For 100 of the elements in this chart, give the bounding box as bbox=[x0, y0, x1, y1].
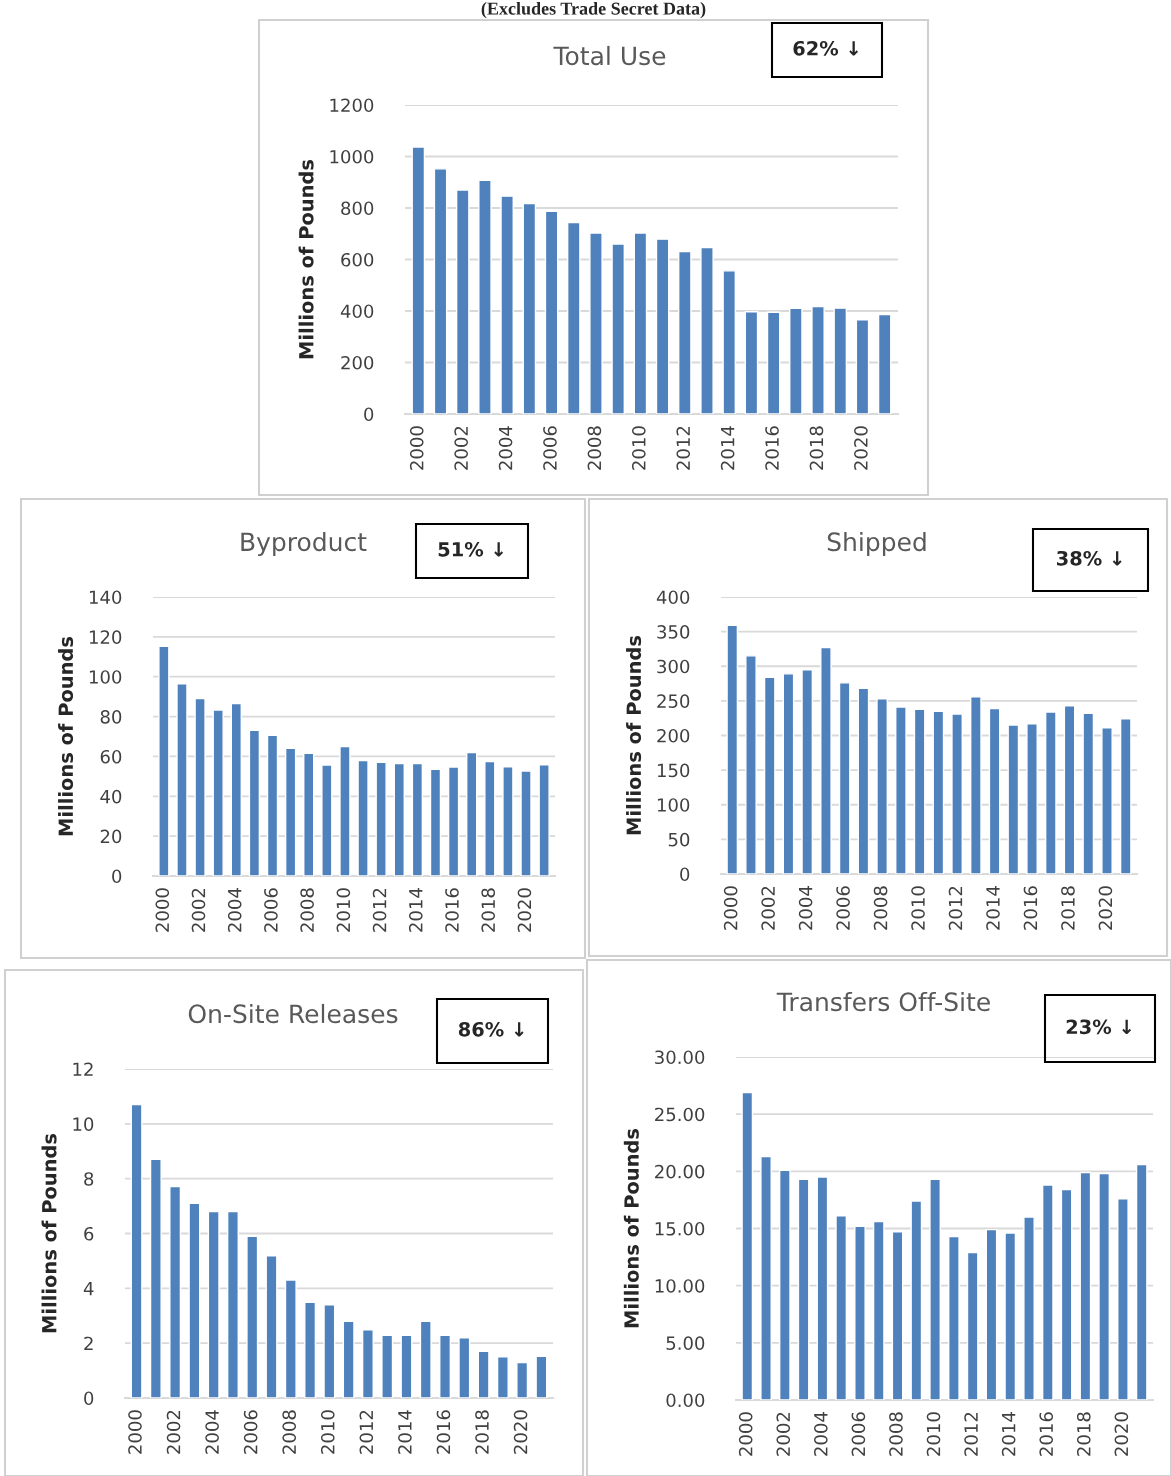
text: 51% ↓ bbox=[438, 541, 504, 557]
y-tick-label: 0 bbox=[112, 869, 122, 884]
bar bbox=[700, 246, 714, 414]
x-tick-label: 2014 bbox=[1001, 1412, 1016, 1456]
y-tick-label: 120 bbox=[89, 630, 122, 644]
bar bbox=[782, 673, 795, 874]
bar bbox=[932, 710, 945, 874]
x-tick-label: 2016 bbox=[765, 426, 779, 470]
bar bbox=[429, 768, 442, 876]
bar bbox=[176, 682, 188, 876]
bar bbox=[400, 1334, 413, 1398]
y-tick-label: 5.00 bbox=[666, 1336, 705, 1350]
bar bbox=[477, 1350, 490, 1398]
bar bbox=[230, 702, 242, 876]
bar bbox=[207, 1210, 220, 1398]
bar bbox=[633, 232, 648, 414]
bar bbox=[194, 697, 206, 876]
y-tick-label: 10.00 bbox=[655, 1279, 705, 1293]
bar bbox=[357, 759, 369, 876]
y-tick-label: 8 bbox=[84, 1172, 94, 1186]
x-tick-label: 2000 bbox=[155, 888, 170, 932]
bar bbox=[1135, 1163, 1148, 1400]
y-tick-label: 50 bbox=[668, 832, 690, 847]
bar bbox=[169, 1185, 182, 1398]
x-tick-label: 2018 bbox=[475, 1410, 489, 1454]
y-tick-label: 1200 bbox=[330, 98, 374, 113]
x-tick-label: 2016 bbox=[1039, 1412, 1054, 1456]
bar bbox=[381, 1334, 394, 1398]
y-tick-label: 150 bbox=[657, 763, 690, 778]
y-tick-label: 140 bbox=[89, 590, 122, 605]
bar bbox=[741, 1091, 754, 1400]
bar bbox=[854, 1225, 866, 1400]
x-tick-label: 2018 bbox=[809, 426, 824, 470]
bar bbox=[760, 1155, 772, 1400]
chart-title: Total Use bbox=[553, 45, 666, 66]
bar bbox=[789, 307, 803, 414]
y-tick-label: 250 bbox=[657, 694, 690, 708]
y-tick-label: 20.00 bbox=[655, 1164, 705, 1179]
bar bbox=[544, 210, 559, 414]
x-tick-label: 2000 bbox=[128, 1410, 142, 1454]
y-tick-label: 12 bbox=[73, 1062, 93, 1076]
y-tick-label: 2 bbox=[84, 1336, 93, 1351]
bar bbox=[816, 1176, 829, 1400]
bar bbox=[361, 1329, 374, 1398]
bar bbox=[801, 669, 814, 874]
x-tick-label: 2006 bbox=[243, 1410, 258, 1454]
bar bbox=[611, 243, 625, 414]
bar bbox=[1098, 1172, 1111, 1400]
y-tick-label: 60 bbox=[100, 749, 122, 764]
bar bbox=[891, 1231, 904, 1400]
bar bbox=[1007, 724, 1020, 874]
y-tick-label: 600 bbox=[341, 252, 374, 267]
x-tick-label: 2020 bbox=[854, 426, 868, 470]
bar bbox=[411, 146, 426, 414]
bar bbox=[496, 1356, 509, 1398]
bar bbox=[797, 1178, 810, 1400]
y-tick-label: 400 bbox=[656, 590, 690, 605]
y-axis-title: Millions of Pounds bbox=[298, 159, 314, 359]
bar bbox=[455, 189, 470, 414]
bar bbox=[722, 270, 737, 414]
x-tick-label: 2000 bbox=[738, 1412, 753, 1456]
bar bbox=[872, 1220, 885, 1400]
y-tick-label: 0 bbox=[680, 867, 690, 882]
bar bbox=[969, 696, 982, 874]
bar bbox=[304, 1301, 317, 1398]
x-tick-label: 2010 bbox=[320, 1410, 335, 1454]
bar bbox=[985, 1228, 998, 1400]
bar bbox=[855, 319, 870, 414]
chart-title: Transfers Off-Site bbox=[776, 991, 990, 1012]
x-tick-label: 2012 bbox=[359, 1410, 374, 1454]
y-tick-label: 4 bbox=[83, 1282, 94, 1296]
text: 86% ↓ bbox=[458, 1021, 524, 1037]
bar bbox=[522, 202, 537, 414]
bar bbox=[1026, 723, 1038, 874]
bar bbox=[1101, 727, 1113, 874]
bar bbox=[500, 195, 514, 414]
bar bbox=[188, 1202, 201, 1398]
bar bbox=[375, 761, 387, 876]
x-tick-label: 2002 bbox=[191, 888, 206, 932]
bar bbox=[266, 734, 279, 876]
y-tick-label: 30.00 bbox=[655, 1050, 705, 1065]
x-tick-label: 2006 bbox=[264, 888, 278, 932]
chart-subtitle: (Excludes Trade Secret Data) bbox=[481, 2, 706, 19]
bar bbox=[678, 250, 692, 414]
bar bbox=[265, 1255, 278, 1398]
y-tick-label: 10 bbox=[73, 1117, 94, 1131]
bar bbox=[838, 682, 851, 874]
y-tick-label: 400 bbox=[340, 304, 374, 319]
bar bbox=[929, 1178, 941, 1400]
y-tick-label: 200 bbox=[657, 728, 690, 743]
x-tick-label: 2014 bbox=[408, 888, 423, 932]
x-tick-label: 2002 bbox=[166, 1410, 181, 1454]
x-tick-label: 2014 bbox=[720, 426, 735, 470]
bar bbox=[433, 168, 448, 414]
chart-title: Shipped bbox=[827, 531, 926, 557]
x-tick-label: 2014 bbox=[986, 886, 1000, 930]
bar bbox=[321, 764, 333, 876]
x-tick-label: 2010 bbox=[336, 888, 351, 932]
bar bbox=[149, 1158, 162, 1398]
x-tick-label: 2012 bbox=[676, 426, 691, 470]
